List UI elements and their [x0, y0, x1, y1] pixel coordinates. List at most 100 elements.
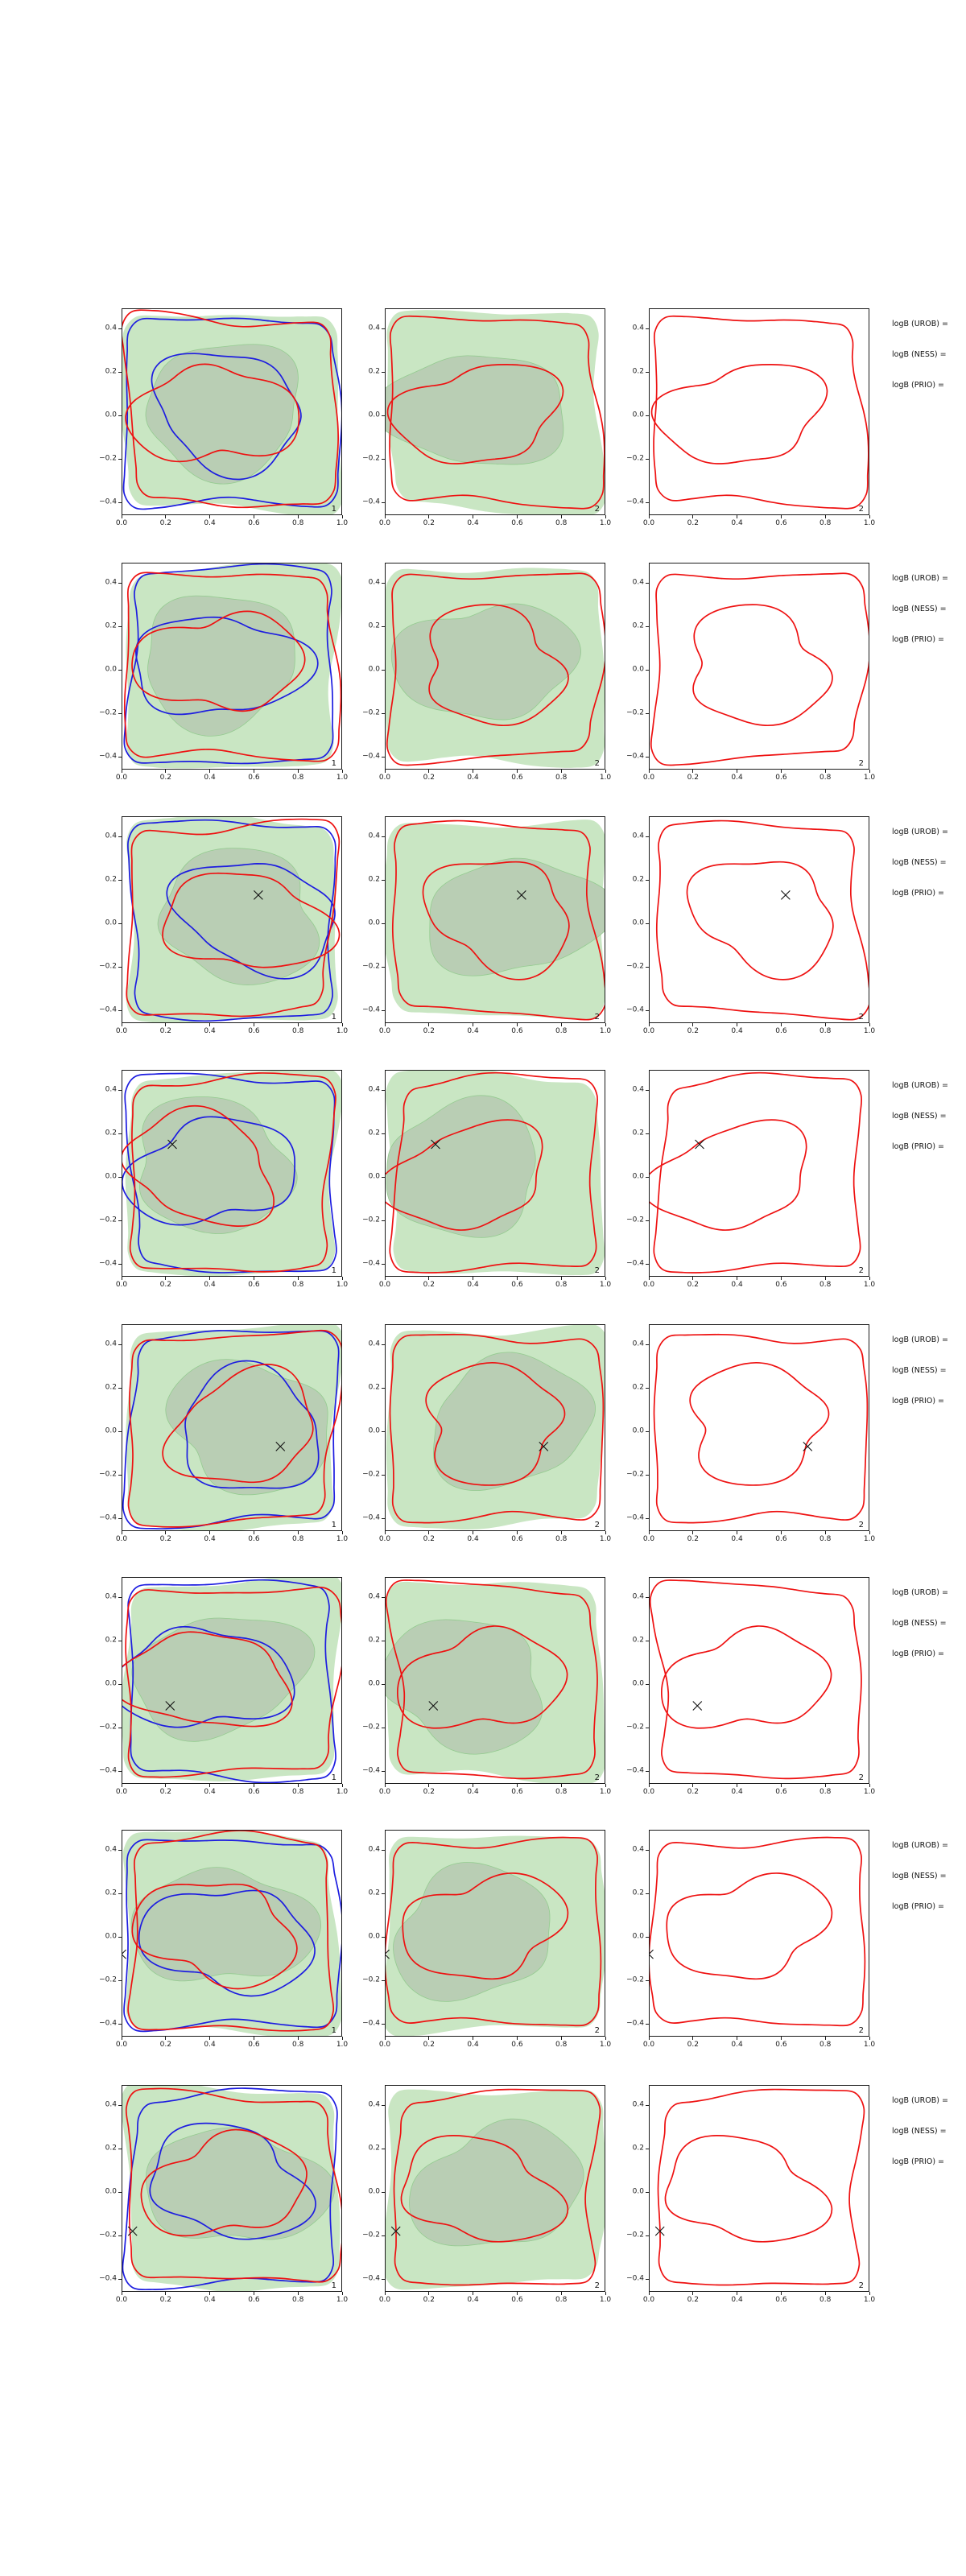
contour-plot-canvas	[385, 816, 605, 1023]
x-tick-mark	[428, 1023, 430, 1026]
plot-panel-r2-c3: 2 0.0 0.2 0.4 0.6 0.8 1.0 −0.4 −0.2 0.0 0.2 0.4	[626, 563, 875, 782]
y-tick-label: 0.0	[105, 919, 117, 927]
x-tick-mark	[384, 515, 386, 518]
y-tick-mark	[646, 1517, 649, 1519]
plot-panel-r1-c1: 1 0.0 0.2 0.4 0.6 0.8 1.0 −0.4 −0.2 0.0 0.2 0.4	[99, 308, 348, 527]
red-contour-inner	[400, 2134, 569, 2243]
y-tick-label: 0.2	[368, 2144, 380, 2153]
y-tick-label: −0.2	[626, 1470, 644, 1479]
x-tick-label: 0.0	[642, 1281, 655, 1289]
y-tick-mark	[118, 1176, 122, 1178]
red-contour-outer	[127, 1329, 342, 1528]
y-tick-label: 0.4	[632, 832, 644, 840]
plot-panel-r7-c1: 1 0.0 0.2 0.4 0.6 0.8 1.0 −0.4 −0.2 0.0 0.2 0.4	[99, 1830, 348, 2049]
x-tick-label: 0.6	[248, 519, 260, 527]
axes-frame	[385, 1070, 605, 1277]
axes-frame	[385, 563, 605, 770]
axes-frame	[649, 1070, 869, 1277]
x-tick-label: 1.0	[336, 1788, 349, 1796]
x-tick-label: 0.0	[378, 1788, 391, 1796]
x-tick-mark	[869, 2292, 870, 2295]
y-tick-label: −0.4	[99, 752, 117, 761]
x-tick-mark	[605, 2037, 606, 2040]
y-tick-label: 0.0	[632, 1932, 644, 1941]
y-tick-mark	[382, 1893, 385, 1894]
y-tick-mark	[646, 1176, 649, 1178]
contour-plot-canvas	[649, 1830, 869, 2037]
x-tick-label: 0.8	[555, 774, 568, 782]
corner-label: 2	[594, 1773, 600, 1782]
x-tick-label: 0.2	[687, 2296, 699, 2304]
x-tick-mark	[297, 2292, 299, 2295]
green-fill-inner	[393, 1862, 551, 2002]
blue-contour-outer	[124, 1072, 337, 1274]
x-tick-mark	[384, 2292, 386, 2295]
x-tick-mark	[648, 1784, 650, 1787]
logb-prio-label: logB (PRIO) =	[892, 1397, 945, 1406]
x-tick-label: 1.0	[863, 1281, 876, 1289]
y-tick-label: 0.4	[368, 1085, 380, 1094]
x-tick-mark	[605, 1784, 606, 1787]
logb-urob-label: logB (UROB) =	[892, 1588, 948, 1597]
red-contour-outer	[125, 1586, 342, 1778]
x-tick-label: 1.0	[336, 1027, 349, 1035]
corner-label: 2	[594, 505, 600, 514]
y-tick-mark	[646, 1220, 649, 1221]
x-tick-mark	[780, 1277, 782, 1280]
x-tick-mark	[869, 1784, 870, 1787]
x-tick-label: 0.6	[248, 1788, 260, 1796]
y-tick-label: 0.4	[368, 1845, 380, 1854]
x-tick-label: 0.8	[819, 2296, 832, 2304]
y-tick-label: 0.0	[105, 1172, 117, 1181]
y-tick-label: −0.2	[362, 1723, 380, 1732]
x-tick-mark	[692, 2292, 694, 2295]
y-tick-label: −0.4	[362, 2019, 380, 2028]
contour-plot-canvas	[385, 308, 605, 515]
y-tick-label: 0.4	[105, 1592, 117, 1601]
plot-panel-r5-c2: 2 0.0 0.2 0.4 0.6 0.8 1.0 −0.4 −0.2 0.0 0.2 0.4	[362, 1324, 611, 1543]
x-tick-mark	[560, 1023, 562, 1026]
red-contour-inner	[386, 364, 564, 464]
x-tick-mark	[516, 2037, 518, 2040]
x-tick-mark	[165, 1531, 167, 1534]
x-tick-label: 0.2	[687, 774, 699, 782]
y-tick-label: 0.2	[632, 367, 644, 376]
x-tick-label: 0.8	[555, 2041, 568, 2049]
y-tick-label: 0.0	[105, 1932, 117, 1941]
y-tick-label: 0.2	[105, 367, 117, 376]
red-contour-outer	[649, 1579, 862, 1780]
y-tick-mark	[118, 1770, 122, 1772]
x-tick-label: 0.2	[159, 774, 171, 782]
y-tick-mark	[646, 415, 649, 416]
x-tick-label: 0.8	[292, 519, 304, 527]
y-tick-mark	[382, 1517, 385, 1519]
logb-urob-label: logB (UROB) =	[892, 574, 948, 583]
contour-plot-canvas	[122, 2085, 342, 2292]
y-tick-mark	[382, 1474, 385, 1476]
x-tick-label: 0.2	[159, 2296, 171, 2304]
plot-panel-r3-c3: 2 0.0 0.2 0.4 0.6 0.8 1.0 −0.4 −0.2 0.0 0.2 0.4	[626, 816, 875, 1035]
y-tick-label: −0.2	[626, 962, 644, 971]
x-tick-label: 0.6	[775, 2296, 787, 2304]
x-tick-mark	[560, 515, 562, 518]
y-tick-mark	[382, 923, 385, 924]
y-tick-mark	[646, 1430, 649, 1432]
x-tick-label: 0.8	[555, 1027, 568, 1035]
axes-frame	[122, 563, 342, 770]
y-tick-mark	[382, 836, 385, 837]
x-tick-mark	[648, 2292, 650, 2295]
logb-prio-label: logB (PRIO) =	[892, 1902, 945, 1911]
cross-marker	[127, 2226, 138, 2236]
y-tick-mark	[118, 1263, 122, 1265]
x-tick-label: 0.0	[378, 1281, 391, 1289]
x-tick-mark	[869, 770, 870, 773]
x-tick-label: 0.8	[292, 1281, 304, 1289]
x-tick-mark	[780, 2292, 782, 2295]
x-tick-mark	[209, 770, 211, 773]
x-tick-label: 0.6	[248, 1535, 260, 1543]
blue-contour-inner	[122, 1116, 295, 1226]
y-tick-mark	[118, 923, 122, 924]
y-tick-label: 0.4	[105, 2100, 117, 2109]
x-tick-mark	[209, 1784, 211, 1787]
y-tick-mark	[382, 1430, 385, 1432]
